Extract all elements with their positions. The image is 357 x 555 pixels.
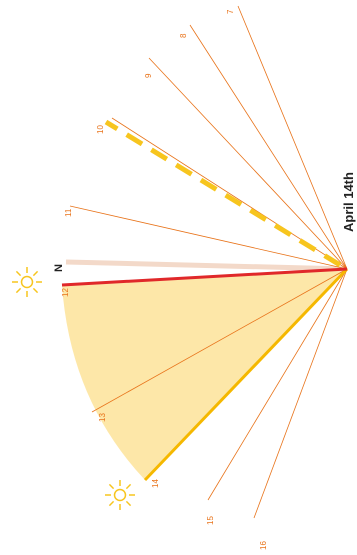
hour-line-13 bbox=[91, 268, 348, 413]
sun-icon bbox=[12, 267, 42, 297]
hour-line-9 bbox=[148, 57, 348, 270]
hour-label-13: 13 bbox=[98, 413, 107, 422]
shade-sector bbox=[62, 269, 347, 480]
hour-line-8 bbox=[189, 24, 348, 270]
hour-label-15: 15 bbox=[206, 516, 215, 525]
hour-line-11 bbox=[69, 205, 348, 270]
hour-label-12: 12 bbox=[61, 288, 70, 297]
hour-line-15 bbox=[207, 268, 348, 501]
north-label: N bbox=[53, 264, 65, 272]
north-line-shadow bbox=[65, 259, 348, 272]
date-label: April 14th bbox=[341, 172, 356, 232]
hour-label-11: 11 bbox=[64, 208, 73, 217]
hour-label-7: 7 bbox=[226, 9, 235, 14]
sun-icon bbox=[105, 480, 135, 510]
hour-line-16 bbox=[253, 268, 348, 519]
hour-label-16: 16 bbox=[259, 541, 268, 550]
hour-line-14 bbox=[143, 267, 349, 482]
sun-ray-dashed bbox=[104, 119, 342, 268]
hour-line-7 bbox=[237, 5, 348, 270]
north-line bbox=[61, 267, 348, 287]
hour-label-8: 8 bbox=[179, 33, 188, 38]
hour-label-9: 9 bbox=[144, 73, 153, 78]
hour-label-10: 10 bbox=[96, 125, 105, 134]
hour-label-14: 14 bbox=[151, 479, 160, 488]
